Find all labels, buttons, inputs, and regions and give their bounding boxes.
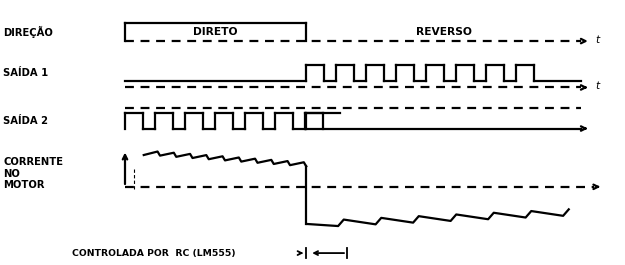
- Text: CONTROLADA POR  RC (LM555): CONTROLADA POR RC (LM555): [72, 249, 236, 258]
- Text: SAÍDA 2: SAÍDA 2: [3, 116, 48, 126]
- Text: CORRENTE
NO
MOTOR: CORRENTE NO MOTOR: [3, 157, 63, 190]
- Text: DIREÇÃO: DIREÇÃO: [3, 26, 53, 38]
- Text: t: t: [595, 35, 599, 45]
- Text: t: t: [595, 81, 599, 91]
- Text: REVERSO: REVERSO: [416, 27, 472, 37]
- Text: DIRETO: DIRETO: [193, 27, 238, 37]
- Text: SAÍDA 1: SAÍDA 1: [3, 68, 48, 78]
